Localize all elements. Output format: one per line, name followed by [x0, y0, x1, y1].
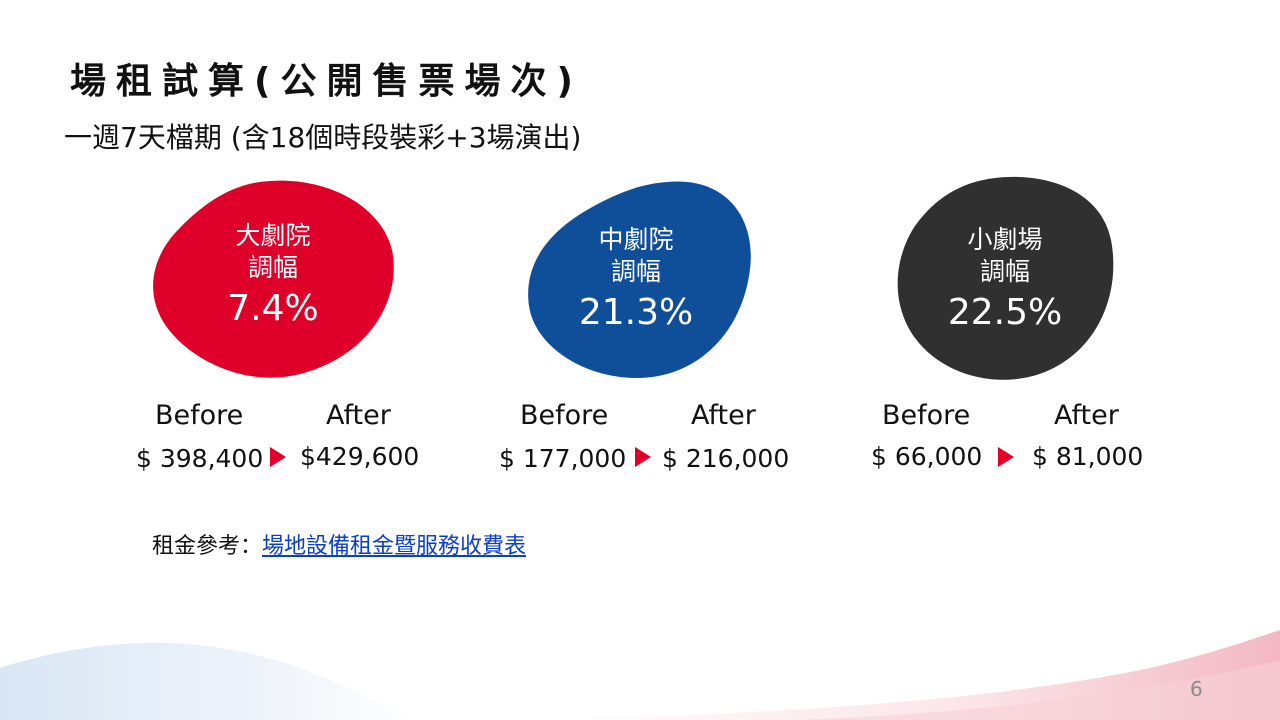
after-label: After [691, 400, 756, 431]
arrow-right-icon [635, 447, 651, 467]
after-label: After [326, 400, 391, 431]
adjustment-percent: 7.4% [227, 288, 319, 329]
venue-name: 大劇院 [235, 221, 311, 250]
adjustment-label: 調幅 [610, 257, 661, 286]
after-price: $429,600 [300, 442, 420, 471]
before-price: $ 66,000 [871, 442, 983, 471]
adjustment-percent: 22.5% [947, 292, 1063, 333]
arrow-right-icon [998, 447, 1014, 467]
adjustment-label: 調幅 [247, 253, 298, 282]
rent-reference: 租金參考：場地設備租金暨服務收費表 [152, 528, 526, 560]
venue-blob-playhouse: 中劇院 調幅 21.3% [527, 180, 753, 380]
before-price: $ 177,000 [499, 444, 627, 473]
fee-schedule-link[interactable]: 場地設備租金暨服務收費表 [262, 534, 527, 559]
arrow-right-icon [270, 447, 286, 467]
page-number: 6 [1190, 677, 1203, 701]
venue-name: 中劇院 [598, 225, 674, 254]
blob-shape [897, 176, 1114, 380]
venue-name: 小劇場 [967, 225, 1043, 254]
blob-shape [528, 181, 751, 378]
before-label: Before [882, 400, 971, 431]
slide-title: 場租試算(公開售票場次) [70, 61, 583, 102]
adjustment-label: 調幅 [979, 257, 1030, 286]
before-price: $ 398,400 [136, 444, 264, 473]
after-price: $ 216,000 [662, 444, 790, 473]
slide-subtitle: 一週7天檔期 (含18個時段裝彩+3場演出) [64, 121, 582, 154]
after-label: After [1054, 400, 1119, 431]
after-price: $ 81,000 [1032, 442, 1144, 471]
venue-blob-grand-theater: 大劇院 調幅 7.4% [150, 180, 396, 382]
adjustment-percent: 21.3% [578, 292, 694, 333]
blob-shape [153, 180, 394, 378]
before-label: Before [155, 400, 244, 431]
before-label: Before [520, 400, 609, 431]
venue-blob-experimental-theater: 小劇場 調幅 22.5% [895, 176, 1115, 382]
reference-prefix: 租金參考： [152, 534, 263, 559]
